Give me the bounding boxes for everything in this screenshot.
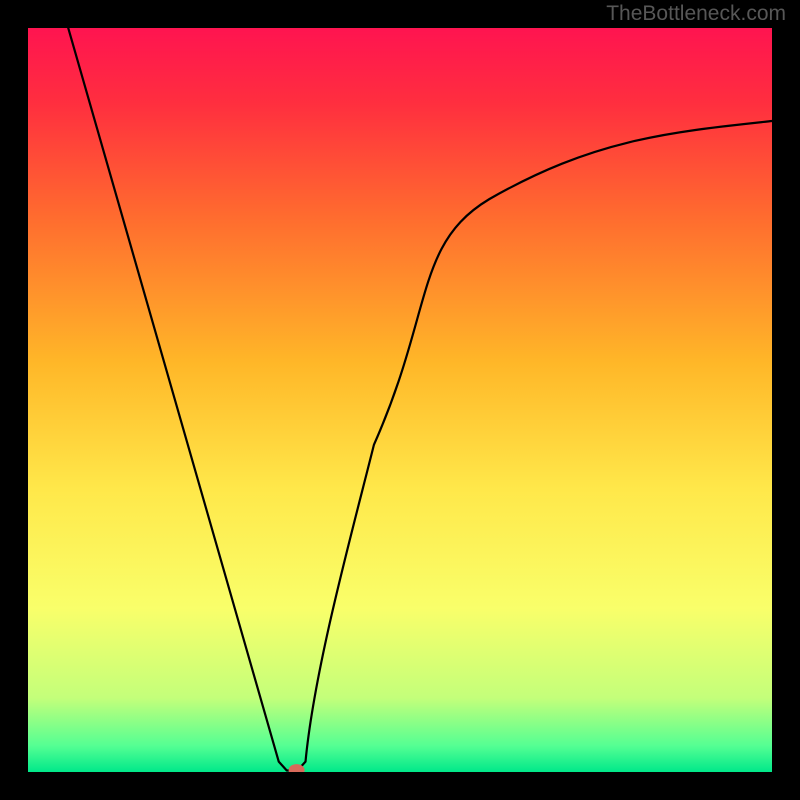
bottleneck-chart-svg xyxy=(0,0,800,800)
watermark-text: TheBottleneck.com xyxy=(606,2,786,26)
chart-background-gradient xyxy=(28,28,772,772)
chart-frame: TheBottleneck.com xyxy=(0,0,800,800)
